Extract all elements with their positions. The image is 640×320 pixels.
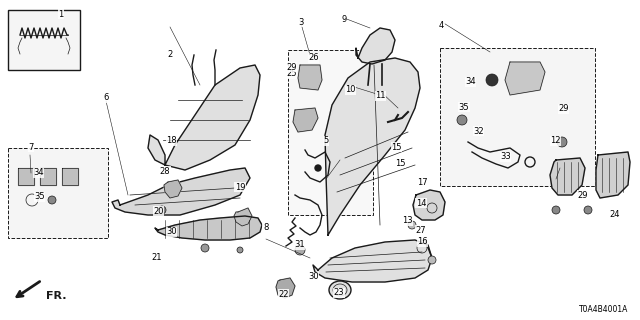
Circle shape	[295, 245, 305, 255]
Circle shape	[48, 196, 56, 204]
Polygon shape	[293, 108, 318, 132]
Text: 25: 25	[286, 69, 296, 78]
Polygon shape	[62, 168, 78, 185]
Text: 8: 8	[263, 223, 268, 232]
Text: 29: 29	[577, 191, 588, 200]
Text: 13: 13	[403, 216, 413, 225]
Polygon shape	[298, 65, 322, 90]
Text: 15: 15	[392, 143, 402, 152]
Polygon shape	[164, 180, 182, 198]
Polygon shape	[505, 62, 545, 95]
Text: 35: 35	[459, 103, 469, 112]
Text: 32: 32	[474, 127, 484, 136]
Polygon shape	[148, 65, 260, 170]
Polygon shape	[155, 216, 262, 240]
Circle shape	[552, 206, 560, 214]
Text: 34: 34	[33, 168, 44, 177]
Text: 24: 24	[609, 210, 620, 219]
Text: 5: 5	[324, 136, 329, 145]
Polygon shape	[18, 168, 34, 185]
Text: 35: 35	[35, 192, 45, 201]
Polygon shape	[313, 240, 432, 282]
Text: 20: 20	[154, 207, 164, 216]
Text: 3: 3	[298, 18, 303, 27]
Polygon shape	[413, 190, 445, 220]
Text: 10: 10	[346, 85, 356, 94]
Polygon shape	[112, 168, 250, 215]
Text: 14: 14	[416, 199, 426, 208]
Circle shape	[237, 247, 243, 253]
Text: 31: 31	[294, 240, 305, 249]
Text: 34: 34	[465, 77, 476, 86]
Circle shape	[457, 115, 467, 125]
Text: 30: 30	[166, 228, 177, 236]
Text: 18: 18	[166, 136, 177, 145]
Circle shape	[428, 256, 436, 264]
Circle shape	[201, 244, 209, 252]
Text: 12: 12	[550, 136, 561, 145]
Text: 21: 21	[152, 253, 162, 262]
Text: 22: 22	[278, 290, 289, 299]
Circle shape	[557, 137, 567, 147]
Text: 23: 23	[334, 288, 344, 297]
Text: T0A4B4001A: T0A4B4001A	[579, 305, 628, 314]
Text: 30: 30	[308, 272, 319, 281]
Circle shape	[408, 221, 416, 229]
Text: 29: 29	[558, 104, 568, 113]
Polygon shape	[276, 278, 295, 298]
Circle shape	[158, 206, 166, 214]
Text: 26: 26	[308, 53, 319, 62]
Text: 28: 28	[160, 167, 170, 176]
Text: 15: 15	[395, 159, 405, 168]
Bar	[288, 50, 373, 215]
Text: 27: 27	[416, 226, 426, 235]
Text: 1: 1	[58, 10, 63, 19]
Text: 2: 2	[167, 50, 172, 59]
Text: 16: 16	[417, 237, 428, 246]
Text: 7: 7	[28, 143, 33, 152]
Polygon shape	[550, 158, 585, 195]
Bar	[8, 10, 80, 70]
Text: 11: 11	[376, 92, 386, 100]
Text: 6: 6	[103, 93, 108, 102]
Text: 4: 4	[439, 21, 444, 30]
Polygon shape	[325, 58, 420, 235]
Text: 17: 17	[417, 178, 428, 187]
Text: 29: 29	[286, 63, 296, 72]
Polygon shape	[234, 208, 252, 226]
Polygon shape	[596, 152, 630, 198]
Text: 19: 19	[235, 183, 245, 192]
Bar	[8, 148, 108, 238]
Text: 33: 33	[500, 152, 511, 161]
Bar	[440, 48, 595, 186]
Circle shape	[584, 206, 592, 214]
Polygon shape	[40, 168, 56, 185]
Circle shape	[486, 74, 498, 86]
Text: 9: 9	[341, 15, 346, 24]
Text: FR.: FR.	[46, 291, 67, 301]
Circle shape	[315, 165, 321, 171]
Ellipse shape	[329, 281, 351, 299]
Polygon shape	[356, 28, 395, 64]
